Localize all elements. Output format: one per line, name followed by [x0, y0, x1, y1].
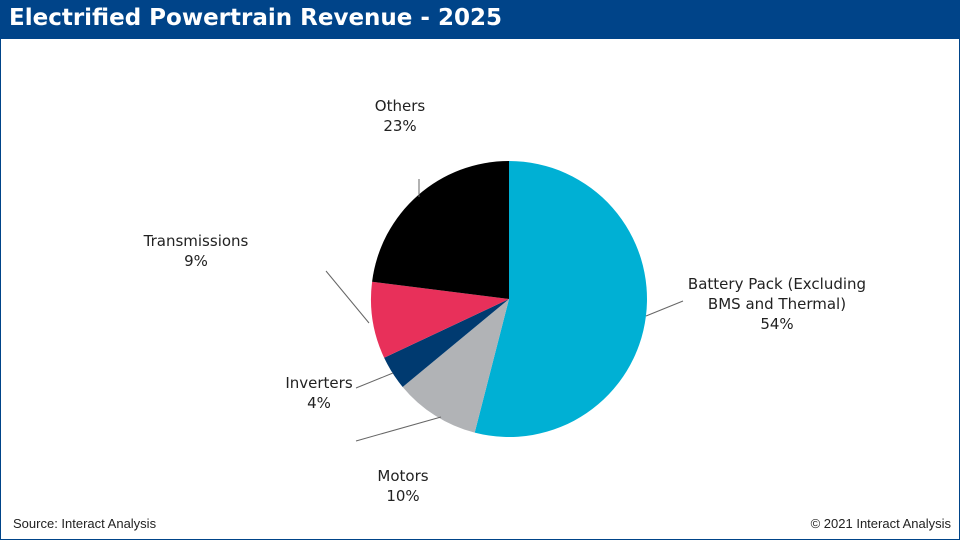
slice-label: Battery Pack (Excluding BMS and Thermal)…	[677, 274, 877, 334]
pie-slice	[384, 299, 509, 387]
copyright: © 2021 Interact Analysis	[810, 516, 951, 531]
value-label: 4%	[307, 394, 331, 412]
leader-line	[325, 270, 370, 324]
category-label: Transmissions	[143, 232, 249, 250]
slice-label: Inverters 4%	[259, 373, 379, 413]
slice-label: Transmissions 9%	[116, 231, 276, 271]
value-label: 23%	[383, 117, 417, 135]
leader-line	[355, 416, 442, 442]
value-label: 9%	[184, 252, 208, 270]
value-label: 10%	[386, 487, 420, 505]
slice-label: Others 23%	[340, 96, 460, 136]
category-label: Inverters	[285, 374, 353, 392]
leader-line	[645, 300, 684, 317]
header-bar: Electrified Powertrain Revenue - 2025	[1, 1, 959, 39]
pie-slice	[372, 161, 509, 299]
category-label: Battery Pack (Excluding BMS and Thermal)	[687, 275, 867, 313]
slice-label: Motors 10%	[343, 466, 463, 506]
pie-slice	[371, 281, 509, 358]
chart-title: Electrified Powertrain Revenue - 2025	[9, 5, 502, 31]
value-label: 54%	[760, 315, 794, 333]
pie-slice	[402, 299, 509, 433]
pie-slice	[474, 161, 647, 437]
source: Source: Interact Analysis	[13, 516, 157, 531]
leader-line	[355, 372, 394, 389]
category-label: Others	[374, 97, 426, 115]
category-label: Motors	[377, 467, 429, 485]
